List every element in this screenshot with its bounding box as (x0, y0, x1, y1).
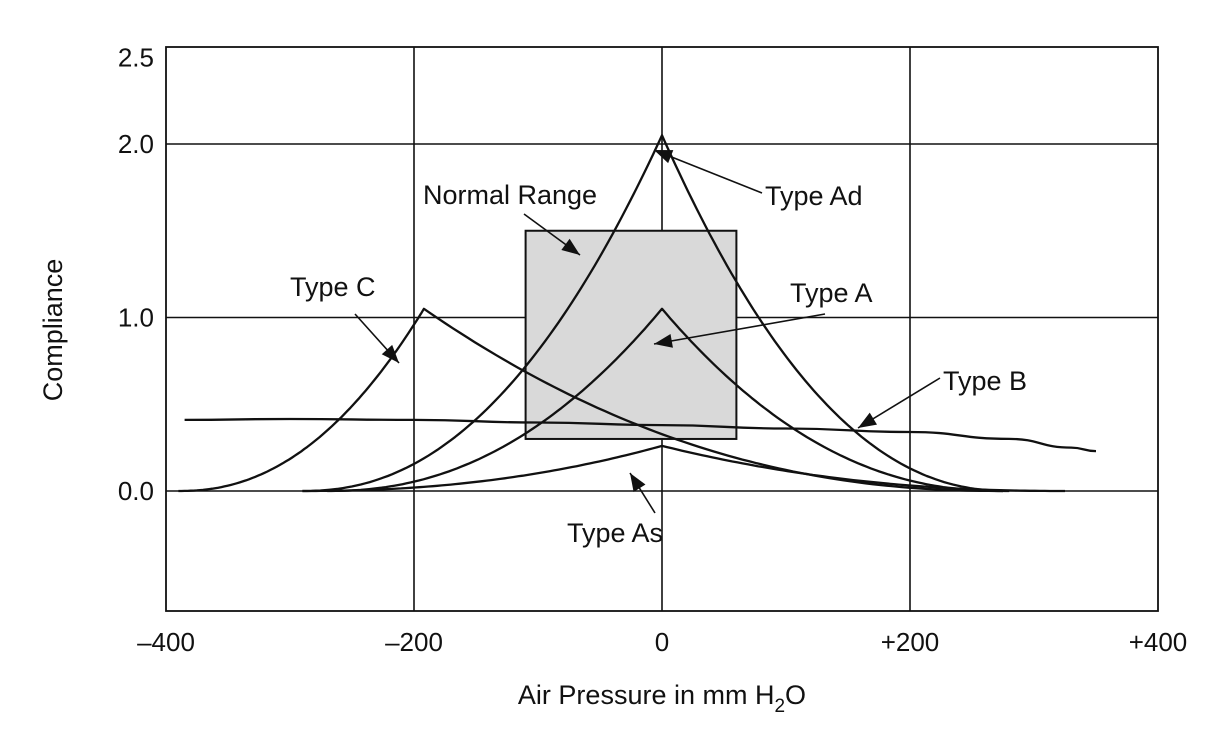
curve-type-as (302, 444, 1065, 493)
label-type-c-arrowhead (381, 344, 399, 363)
normal-range-arrowhead (561, 238, 580, 255)
label-type-b-arrowhead (858, 412, 878, 428)
curve-layer (178, 134, 1097, 493)
x-tick-label: 0 (655, 627, 669, 657)
label-type-b: Type B (943, 366, 1027, 396)
label-type-as: Type As (567, 518, 663, 548)
label-type-as-arrowhead (630, 473, 646, 492)
y-tick-label: 2.0 (118, 129, 154, 159)
normal-range-box (524, 229, 738, 440)
y-axis-label: Compliance (38, 259, 68, 402)
label-type-a: Type A (790, 278, 873, 308)
x-tick-label: +400 (1129, 627, 1188, 657)
x-axis-label: Air Pressure in mm H2O (518, 680, 806, 717)
label-type-c: Type C (290, 272, 376, 302)
x-tick-label: +200 (881, 627, 940, 657)
curve-type-a (327, 307, 1003, 493)
curve-type-c (178, 307, 1003, 493)
curve-type-b (184, 417, 1097, 453)
y-tick-label: 2.5 (118, 42, 154, 72)
label-type-ad: Type Ad (765, 181, 863, 211)
y-tick-label: 0.0 (118, 476, 154, 506)
label-type-a-arrowhead (654, 333, 673, 348)
x-tick-label: –400 (137, 627, 195, 657)
y-tick-label: 1.0 (118, 303, 154, 333)
normal-range-label: Normal Range (423, 180, 597, 210)
tick-labels: –400 –200 0 +200 +400 0.0 1.0 2.0 2.5 (118, 42, 1187, 657)
curve-type-ad (302, 134, 1010, 493)
annotations: Type Ad Type A Type B Type C Type As Normal R… (290, 149, 1027, 548)
label-type-ad-leader (653, 149, 763, 194)
plot-frame (165, 46, 1159, 612)
x-tick-label: –200 (385, 627, 443, 657)
label-type-ad-arrowhead (654, 150, 674, 164)
label-type-a-leader (653, 313, 826, 345)
